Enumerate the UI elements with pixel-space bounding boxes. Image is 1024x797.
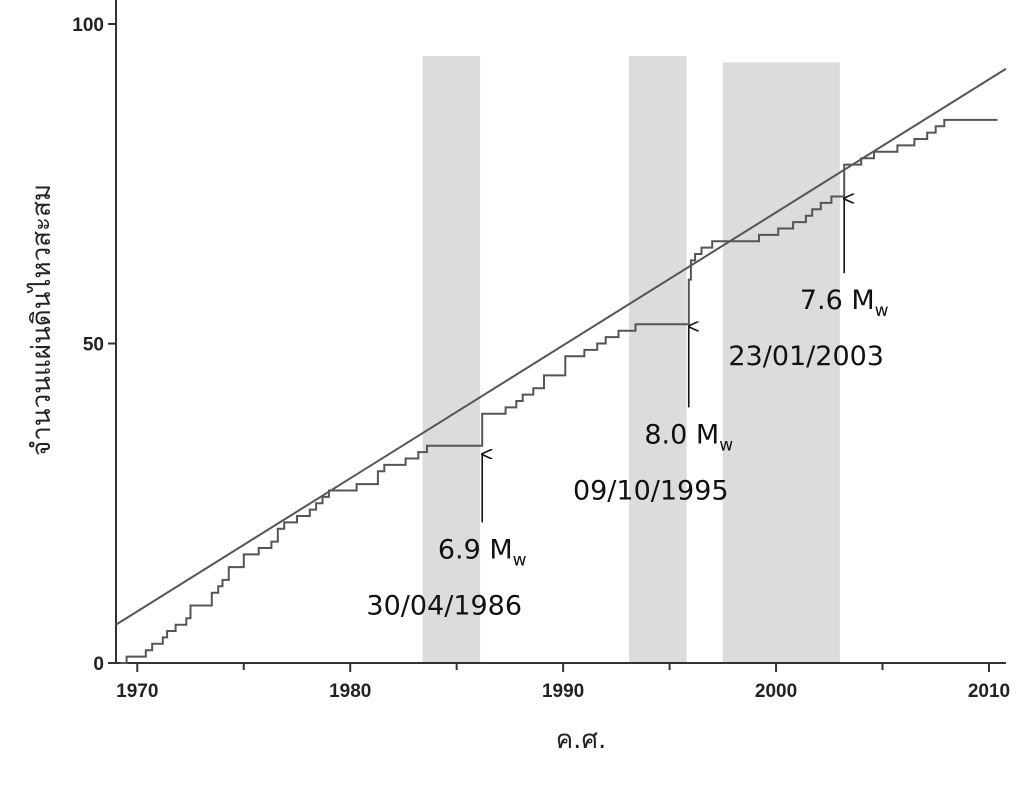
cumulative-step-line-1 <box>120 118 998 664</box>
y-axis-title: จำนวนแผ่นดินไหวสะสม <box>26 184 57 456</box>
shaded-period-3 <box>722 62 840 663</box>
x-tick-label-2000: 2000 <box>755 681 797 702</box>
y-tick-label-100: 100 <box>72 15 104 36</box>
trend-line <box>115 67 1007 626</box>
shaded-period-1 <box>422 55 481 663</box>
annotation-date-2: 09/10/1995 <box>573 475 729 506</box>
x-tick-label-1970: 1970 <box>116 681 158 702</box>
shaded-period-2 <box>629 55 687 663</box>
x-axis-title: ค.ศ. <box>556 725 606 755</box>
x-tick-label-2010: 2010 <box>968 681 1010 702</box>
axes: 0 50 100 1970 1980 1990 2000 2010 <box>72 0 1010 702</box>
x-tick-label-1990: 1990 <box>542 681 584 702</box>
annotation-magnitude-1: 6.9 Mw <box>438 534 527 570</box>
y-tick-label-0: 0 <box>93 654 104 675</box>
annotation-magnitude-3: 7.6 Mw <box>800 285 889 321</box>
shaded-periods <box>422 55 840 663</box>
annotation-date-3: 23/01/2003 <box>728 341 884 372</box>
annotation-magnitude-2: 8.0 Mw <box>644 419 733 455</box>
series-layer <box>120 118 998 664</box>
y-tick-label-50: 50 <box>83 335 104 356</box>
annotation-layer: 6.9 Mw 30/04/1986 8.0 Mw 09/10/1995 7.6 Mw 23… <box>366 199 889 621</box>
trend-line-layer <box>115 67 1007 626</box>
annotation-date-1: 30/04/1986 <box>366 590 522 621</box>
x-tick-label-1980: 1980 <box>329 681 371 702</box>
